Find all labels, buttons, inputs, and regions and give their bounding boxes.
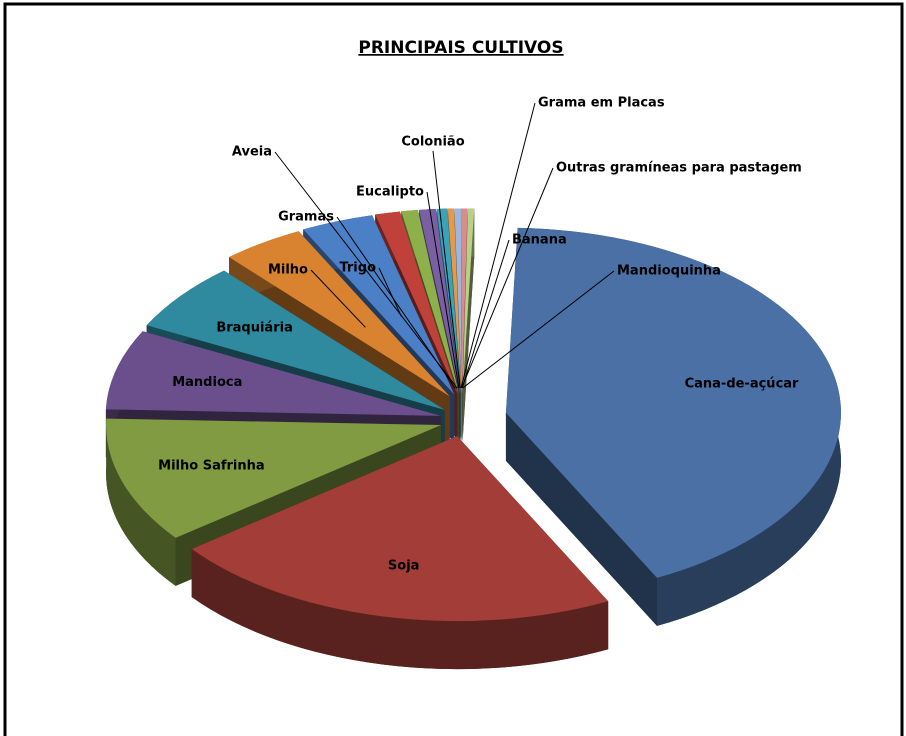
slice-label: Eucalipto bbox=[356, 185, 424, 200]
slice-label: Milho bbox=[268, 263, 308, 278]
leader-line bbox=[274, 151, 458, 389]
leader-line bbox=[460, 102, 536, 389]
slice-label: Milho Safrinha bbox=[158, 458, 265, 473]
slice-label: Gramas bbox=[278, 210, 334, 225]
slice-label: Mandioca bbox=[172, 375, 242, 390]
slice-wall bbox=[462, 208, 475, 442]
slice-side bbox=[191, 548, 609, 670]
slice bbox=[229, 231, 450, 397]
slice bbox=[375, 211, 458, 394]
slice-wall bbox=[505, 412, 657, 626]
labels: Cana-de-açúcar Soja Milho Safrinha Mandioca… bbox=[158, 96, 802, 574]
slice bbox=[303, 215, 455, 395]
slice-label: Braquiária bbox=[216, 320, 293, 335]
slice bbox=[454, 208, 462, 394]
slice-side bbox=[106, 418, 176, 586]
slice bbox=[191, 436, 609, 622]
slice-label: Aveia bbox=[232, 145, 272, 160]
slice bbox=[106, 418, 442, 538]
slice-label: Colonião bbox=[401, 135, 464, 150]
slice bbox=[146, 270, 445, 410]
slice-label: Trigo bbox=[339, 261, 376, 276]
leader-line bbox=[432, 150, 461, 389]
slice bbox=[462, 208, 475, 394]
leader-line bbox=[378, 267, 402, 317]
slice-label: Soja bbox=[388, 558, 420, 573]
slice bbox=[419, 209, 460, 394]
slice-label: Banana bbox=[512, 233, 567, 248]
slice-label: Outras gramíneas para pastagem bbox=[556, 161, 802, 176]
slice bbox=[461, 208, 468, 394]
leader-line bbox=[426, 191, 460, 389]
slice bbox=[447, 208, 462, 394]
slice bbox=[436, 208, 461, 394]
slice bbox=[105, 331, 441, 416]
leader-line bbox=[461, 239, 510, 389]
slice-label: Mandioquinha bbox=[617, 264, 721, 279]
slice-label: Grama em Placas bbox=[538, 96, 665, 111]
chart-title: PRINCIPAIS CULTIVOS bbox=[358, 38, 563, 58]
leader-line bbox=[310, 269, 366, 328]
slice bbox=[401, 210, 459, 394]
slice-label: Cana-de-açúcar bbox=[685, 377, 799, 392]
leader-line bbox=[462, 270, 615, 389]
slice bbox=[505, 227, 841, 578]
leader-line bbox=[461, 167, 554, 389]
pie bbox=[105, 208, 841, 670]
